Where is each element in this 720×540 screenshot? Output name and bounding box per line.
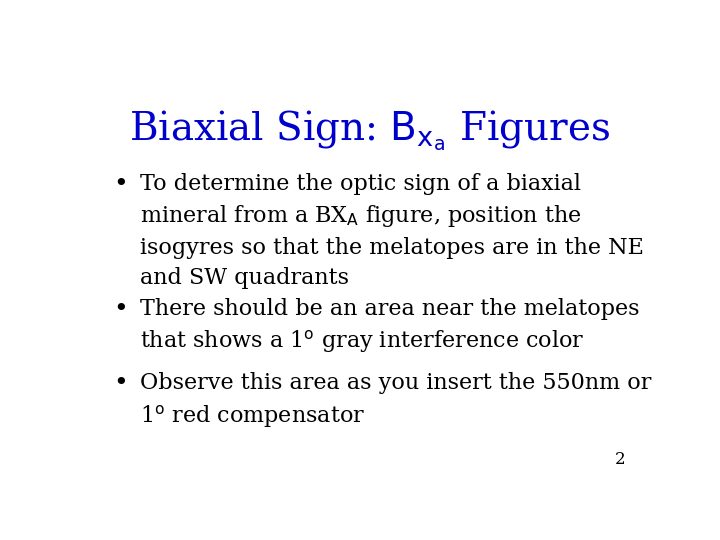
Text: Biaxial Sign: $\mathrm{B}_{\mathrm{x}_{\mathrm{a}}}$ Figures: Biaxial Sign: $\mathrm{B}_{\mathrm{x}_{\… (129, 109, 609, 153)
Text: Observe this area as you insert the 550nm or
1$^{\mathrm{o}}$ red compensator: Observe this area as you insert the 550n… (140, 373, 652, 430)
Text: •: • (113, 298, 128, 321)
Text: •: • (113, 373, 128, 395)
Text: There should be an area near the melatopes
that shows a 1$^{\mathrm{o}}$ gray in: There should be an area near the melatop… (140, 298, 640, 355)
Text: 2: 2 (615, 451, 626, 468)
Text: •: • (113, 173, 128, 196)
Text: To determine the optic sign of a biaxial
mineral from a BX$_{\mathrm{A}}$ figure: To determine the optic sign of a biaxial… (140, 173, 644, 289)
